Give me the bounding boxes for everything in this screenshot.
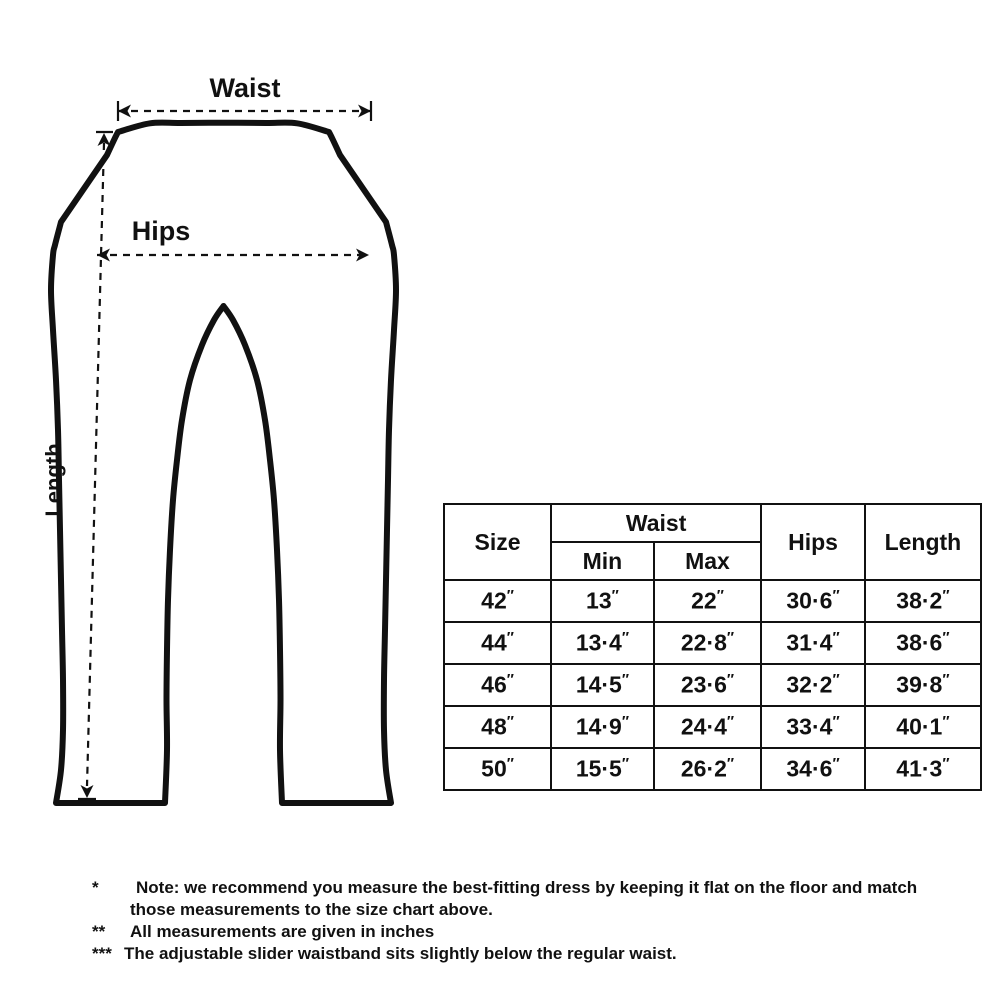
svg-text:Waist: Waist [209,73,280,103]
svg-text:Hips: Hips [132,216,191,246]
svg-text:Length: Length [41,443,66,516]
